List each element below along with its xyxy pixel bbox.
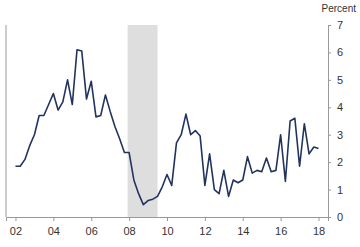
- y-tick: 2: [328, 156, 343, 168]
- y-tick-mark: [328, 162, 331, 163]
- y-tick-label: 7: [337, 19, 343, 31]
- x-tick-mark: [167, 217, 168, 221]
- x-tick-label: 02: [10, 225, 22, 237]
- x-tick: 12: [199, 217, 211, 237]
- shaded-range: [128, 25, 158, 217]
- y-tick-label: 4: [337, 101, 343, 113]
- y-tick: 5: [328, 74, 343, 86]
- y-tick-mark: [328, 80, 331, 81]
- y-tick: 3: [328, 129, 343, 141]
- x-tick-mark: [281, 217, 282, 221]
- x-tick-mark: [319, 217, 320, 221]
- y-tick-mark: [328, 107, 331, 108]
- x-tick-label: 16: [275, 225, 287, 237]
- x-axis: 02 04 06 08 10 12 14 16 18: [7, 217, 329, 237]
- x-tick-label: 08: [123, 225, 135, 237]
- x-tick-label: 10: [161, 225, 173, 237]
- y-axis-title: Percent: [322, 3, 357, 14]
- x-tick-label: 06: [86, 225, 98, 237]
- y-tick: 7: [328, 19, 343, 31]
- x-tick-label: 04: [48, 225, 60, 237]
- x-tick: 02: [10, 217, 22, 237]
- x-tick-mark: [91, 217, 92, 221]
- y-tick-label: 6: [337, 46, 343, 58]
- plot-area: [15, 25, 318, 217]
- x-tick: 16: [275, 217, 287, 237]
- x-tick: 06: [86, 217, 98, 237]
- x-tick-label: 12: [199, 225, 211, 237]
- y-tick-mark: [328, 52, 331, 53]
- x-tick-mark: [205, 217, 206, 221]
- x-tick-mark: [243, 217, 244, 221]
- y-axis: 0 1 2 3 4 5 6 7: [328, 19, 343, 223]
- y-tick-mark: [328, 135, 331, 136]
- x-tick-label: 18: [313, 225, 325, 237]
- x-tick-mark: [15, 217, 16, 221]
- y-tick: 0: [328, 211, 343, 223]
- y-tick-label: 1: [337, 184, 343, 196]
- x-tick: 08: [123, 217, 135, 237]
- y-tick-label: 0: [337, 211, 343, 223]
- x-tick: 14: [237, 217, 249, 237]
- x-axis-line: [7, 218, 329, 222]
- frame-line: [6, 25, 7, 217]
- y-tick: 1: [328, 184, 343, 196]
- y-tick-mark: [328, 217, 331, 218]
- y-tick-label: 3: [337, 129, 343, 141]
- x-tick: 04: [48, 217, 60, 237]
- y-tick-label: 5: [337, 74, 343, 86]
- y-tick: 4: [328, 101, 343, 113]
- x-tick: 10: [161, 217, 173, 237]
- x-tick-mark: [53, 217, 54, 221]
- x-tick-mark: [129, 217, 130, 221]
- chart: 02040608101214161801234567Percent: [0, 0, 360, 247]
- data-line: [15, 50, 318, 205]
- x-tick: 18: [313, 217, 325, 237]
- x-tick-label: 14: [237, 225, 249, 237]
- y-tick: 6: [328, 46, 343, 58]
- y-tick-mark: [328, 190, 331, 191]
- y-axis-line: [329, 26, 332, 218]
- y-tick-label: 2: [337, 156, 343, 168]
- y-tick-mark: [328, 25, 331, 26]
